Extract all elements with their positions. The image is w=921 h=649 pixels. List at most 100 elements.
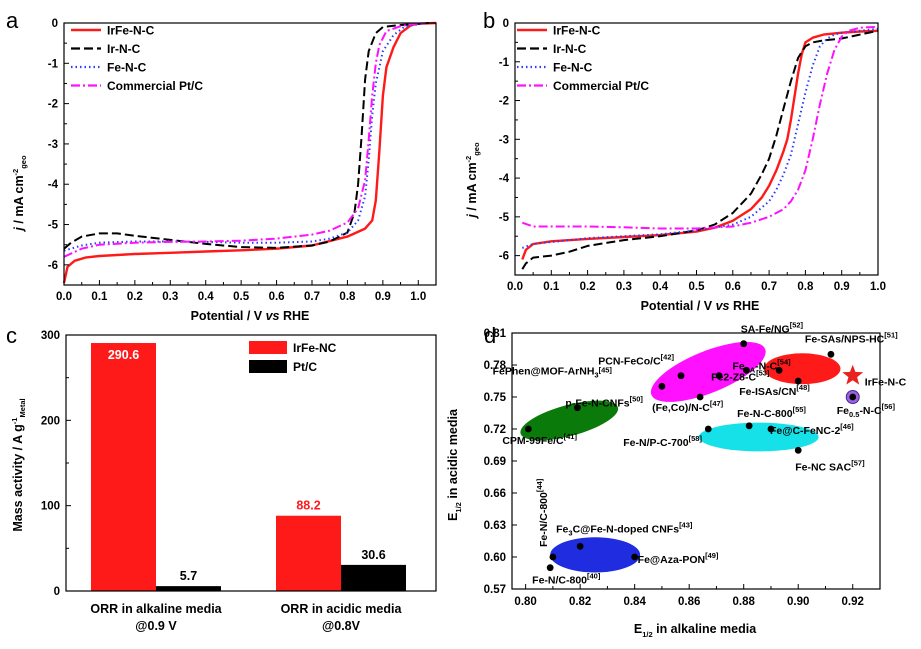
y-tick-label: -5 xyxy=(499,212,510,224)
y-tick-label: 300 xyxy=(41,330,60,342)
legend-label: Fe-N-C xyxy=(553,61,593,75)
data-point xyxy=(775,366,783,374)
x-tick-label: 0.1 xyxy=(543,281,560,293)
cluster-ellipse xyxy=(520,400,619,441)
cluster-ellipse xyxy=(764,353,841,385)
x-tick-label: 0.4 xyxy=(652,281,669,293)
point-label: Fe-NC SAC[57] xyxy=(795,458,865,473)
panel-b-letter: b xyxy=(483,8,495,33)
point-label: Fe-N/C-800[44] xyxy=(535,478,550,547)
data-point xyxy=(794,446,802,454)
data-point xyxy=(576,542,584,550)
point-label: Fe2-Z8-C[53] xyxy=(711,369,770,384)
legend-label: Commercial Pt/C xyxy=(107,79,203,93)
x-tick-label: 0.90 xyxy=(787,596,809,608)
y-tick-label: 0 xyxy=(52,18,58,30)
y-tick-label: 100 xyxy=(41,501,60,513)
data-point xyxy=(745,422,753,430)
panel-c-ylabel: Mass activity / A g-1Metal xyxy=(10,398,27,531)
cluster-ellipse xyxy=(550,537,641,573)
data-point xyxy=(696,393,704,401)
y-tick-label: -1 xyxy=(48,58,59,70)
data-point xyxy=(574,404,581,412)
panel-b-xlabel: Potential / V vs RHE xyxy=(641,299,760,313)
legend-label: Ir-N-C xyxy=(107,42,141,56)
panel-a-xlabel: Potential / V vs RHE xyxy=(191,309,310,323)
legend-label: Commercial Pt/C xyxy=(553,79,649,93)
y-tick-label: 0.66 xyxy=(484,488,506,500)
svg-text:Mass activity / A g-1Metal: Mass activity / A g-1Metal xyxy=(10,398,27,531)
y-tick-label: 0.57 xyxy=(484,584,506,596)
y-tick-label: 0.78 xyxy=(484,360,507,372)
x-tick-label: 0.8 xyxy=(797,281,814,293)
point-label: Fe-N/C-800[40] xyxy=(532,572,601,587)
bar-irfe-nc xyxy=(91,343,156,591)
x-tick-label: 0.2 xyxy=(580,281,596,293)
x-tick-label: 0.3 xyxy=(162,291,178,303)
series-line-fe-n-c xyxy=(63,22,430,252)
point-label: p-Fe-N-CNFs[50] xyxy=(565,395,643,410)
legend-label: IrFe-N-C xyxy=(107,24,155,38)
point-label: Fe@Aza-PON[49] xyxy=(638,551,719,566)
category-label: ORR in acidic media xyxy=(281,602,403,616)
y-tick-label: -6 xyxy=(499,251,509,263)
y-tick-label: -2 xyxy=(499,96,509,108)
data-point xyxy=(743,366,750,374)
data-point xyxy=(546,564,554,572)
legend-label: Fe-N-C xyxy=(107,61,147,75)
svg-text:E1/2 in acidic media: E1/2 in acidic media xyxy=(446,408,463,521)
x-tick-label: 0.5 xyxy=(689,281,706,293)
x-tick-label: 0.7 xyxy=(304,291,320,303)
point-label: Fe@C-FeNC-2[46] xyxy=(770,422,854,437)
point-label: Fe3C@Fe-N-doped CNFs[43] xyxy=(556,520,693,537)
y-tick-label: -5 xyxy=(48,220,59,232)
x-tick-label: 0.5 xyxy=(233,291,250,303)
star-label: IrFe-N-C xyxy=(865,377,907,389)
x-tick-label: 0.6 xyxy=(725,281,741,293)
x-tick-label: 0.9 xyxy=(375,291,391,303)
point-label: (Fe,Co)/N-C[47] xyxy=(652,399,724,414)
cluster-ellipse xyxy=(650,341,766,402)
x-tick-label: 0.4 xyxy=(198,291,215,303)
data-point xyxy=(549,553,557,561)
svg-text:j / mA cm-2geo: j / mA cm-2geo xyxy=(11,155,28,233)
y-tick-label: 0.72 xyxy=(484,424,506,436)
legend-swatch xyxy=(249,341,287,354)
data-point xyxy=(715,372,723,380)
data-point xyxy=(658,382,666,390)
panel-a-letter: a xyxy=(6,8,19,33)
y-tick-label: 0.69 xyxy=(484,456,506,468)
data-point xyxy=(827,350,835,358)
category-label: ORR in alkaline media xyxy=(90,602,222,616)
bar-value-label: 30.6 xyxy=(361,548,385,562)
series-line-commercial-pt-c xyxy=(63,22,426,258)
bar-label-bg xyxy=(99,347,148,363)
cluster-ellipse xyxy=(698,422,819,452)
data-point xyxy=(767,425,775,433)
y-tick-label: 0.81 xyxy=(484,328,507,340)
x-tick-label: 0.92 xyxy=(842,596,864,608)
y-tick-label: 200 xyxy=(41,415,60,427)
bar-value-label: 88.2 xyxy=(296,499,320,513)
panel-d: d CPM-99Fe/C[41] p-Fe-N-CNFs[50] FePhen@MO… xyxy=(446,321,907,639)
y-tick-label: -3 xyxy=(499,134,509,146)
x-tick-label: 0.88 xyxy=(733,596,756,608)
bar-pt-c xyxy=(156,586,221,591)
data-point xyxy=(704,425,712,433)
bar-value-label: 290.6 xyxy=(108,348,139,362)
category-label: @0.9 V xyxy=(135,619,177,633)
x-tick-label: 1.0 xyxy=(410,291,426,303)
point-label: FeSA-N-C[54] xyxy=(732,357,791,374)
panel-a: a 0.0 0.1 0.2 0.3 0.4 0.5 0.6 0.7 0.8 0.9 1.0 0 -1 -2… xyxy=(6,8,437,323)
legend-label: IrFe-N-C xyxy=(553,24,601,38)
star-marker xyxy=(842,364,864,385)
panel-a-ylabel: j / mA cm-2geo xyxy=(11,155,28,233)
x-tick-label: 0.9 xyxy=(834,281,850,293)
x-tick-label: 0.0 xyxy=(507,281,523,293)
data-point xyxy=(677,372,685,380)
x-tick-label: 0.7 xyxy=(761,281,777,293)
category-label: @0.8V xyxy=(322,619,361,633)
x-tick-label: 0.82 xyxy=(569,596,591,608)
panel-b: b 0.0 0.1 0.2 0.3 0.4 0.5 0.6 0.7 0.8 0.9 1.0 0 -1 -2… xyxy=(464,8,886,313)
